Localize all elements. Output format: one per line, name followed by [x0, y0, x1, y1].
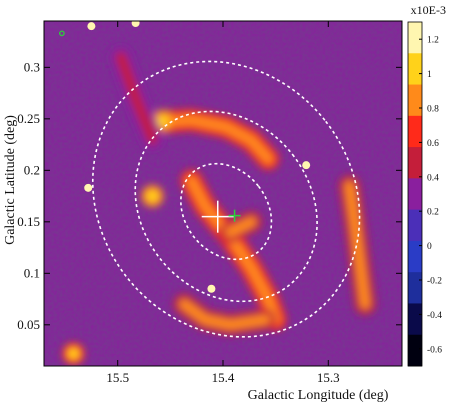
y-tick-label: 0.15 — [17, 214, 40, 229]
plus-marker-1 — [201, 200, 234, 233]
region-ellipse-1 — [91, 60, 361, 338]
colorbar-tick-label: 0.6 — [427, 139, 439, 149]
y-tick-label: 0.3 — [24, 59, 40, 74]
colorbar-tick-label: 0 — [427, 242, 432, 252]
y-axis: 0.05 0.1 0.15 0.2 0.25 0.3 — [17, 59, 402, 332]
colorbar-tick-label: 0.8 — [427, 105, 439, 115]
region-ellipses — [91, 60, 361, 338]
point-source-5 — [207, 284, 216, 293]
colorbar-swatch — [408, 209, 422, 242]
colorbar-swatch — [408, 22, 422, 54]
emission-glow — [62, 46, 377, 365]
y-tick-label: 0.2 — [24, 162, 40, 177]
x-axis-label: Galactic Longitude (deg) — [248, 388, 389, 403]
emission-ridge — [186, 175, 281, 325]
circle-marker-3 — [59, 30, 65, 37]
position-markers — [59, 30, 241, 233]
emission-blob — [156, 114, 169, 127]
plus-marker-2 — [228, 209, 241, 222]
region-ellipse-2 — [134, 110, 318, 303]
emission-corner — [67, 347, 80, 360]
x-axis: 15.5 15.4 15.3 — [106, 21, 340, 385]
colorbar-swatch — [408, 53, 422, 86]
x-tick-label: 15.3 — [317, 370, 340, 385]
colorbar-swatch — [408, 178, 422, 211]
emission-south-arc — [179, 299, 271, 330]
emission-blob — [146, 190, 159, 203]
point-source-4 — [84, 183, 93, 192]
colorbar-tick-label: 1 — [427, 70, 432, 80]
y-tick-label: 0.1 — [24, 265, 40, 280]
point-source-1 — [131, 21, 140, 28]
point-source-2 — [87, 22, 96, 31]
emission-arc — [157, 114, 274, 164]
colorbar-swatch — [408, 303, 422, 336]
x-tick-label: 15.4 — [212, 370, 235, 385]
region-ellipse-3 — [180, 162, 273, 261]
colorbar-swatch — [408, 115, 422, 148]
colorbar-tick-label: 0.4 — [427, 173, 439, 183]
x-tick-label: 15.5 — [106, 370, 129, 385]
y-tick-label: 0.25 — [17, 111, 40, 126]
colorbar-frame — [407, 21, 423, 367]
colorbar-swatch — [408, 272, 422, 304]
emission-north-streak — [115, 52, 158, 145]
y-tick-label: 0.05 — [17, 317, 40, 332]
colorbar: 1.2 1 0.8 0.6 0.4 0.2 0 -0.2 -0.4 -0.6 — [407, 21, 442, 367]
colorbar-tick-label: -0.6 — [427, 345, 442, 355]
point-source-3 — [302, 161, 311, 170]
emission-blob — [225, 216, 257, 238]
colorbar-tick-label: -0.2 — [427, 277, 442, 287]
colorbar-swatch — [408, 147, 422, 179]
colorbar-swatch — [408, 84, 422, 117]
colorbar-tick-label: -0.4 — [427, 311, 442, 321]
colorbar-tick-label: 0.2 — [427, 208, 439, 218]
colorbar-swatch — [408, 334, 422, 367]
colorbar-unit-label: x10E-3 — [411, 3, 446, 17]
colorbar-swatch — [408, 240, 422, 273]
y-axis-label: Galactic Latitude (deg) — [3, 115, 18, 245]
intensity-map — [44, 21, 402, 366]
colorbar-tick-label: 1.2 — [427, 36, 439, 46]
